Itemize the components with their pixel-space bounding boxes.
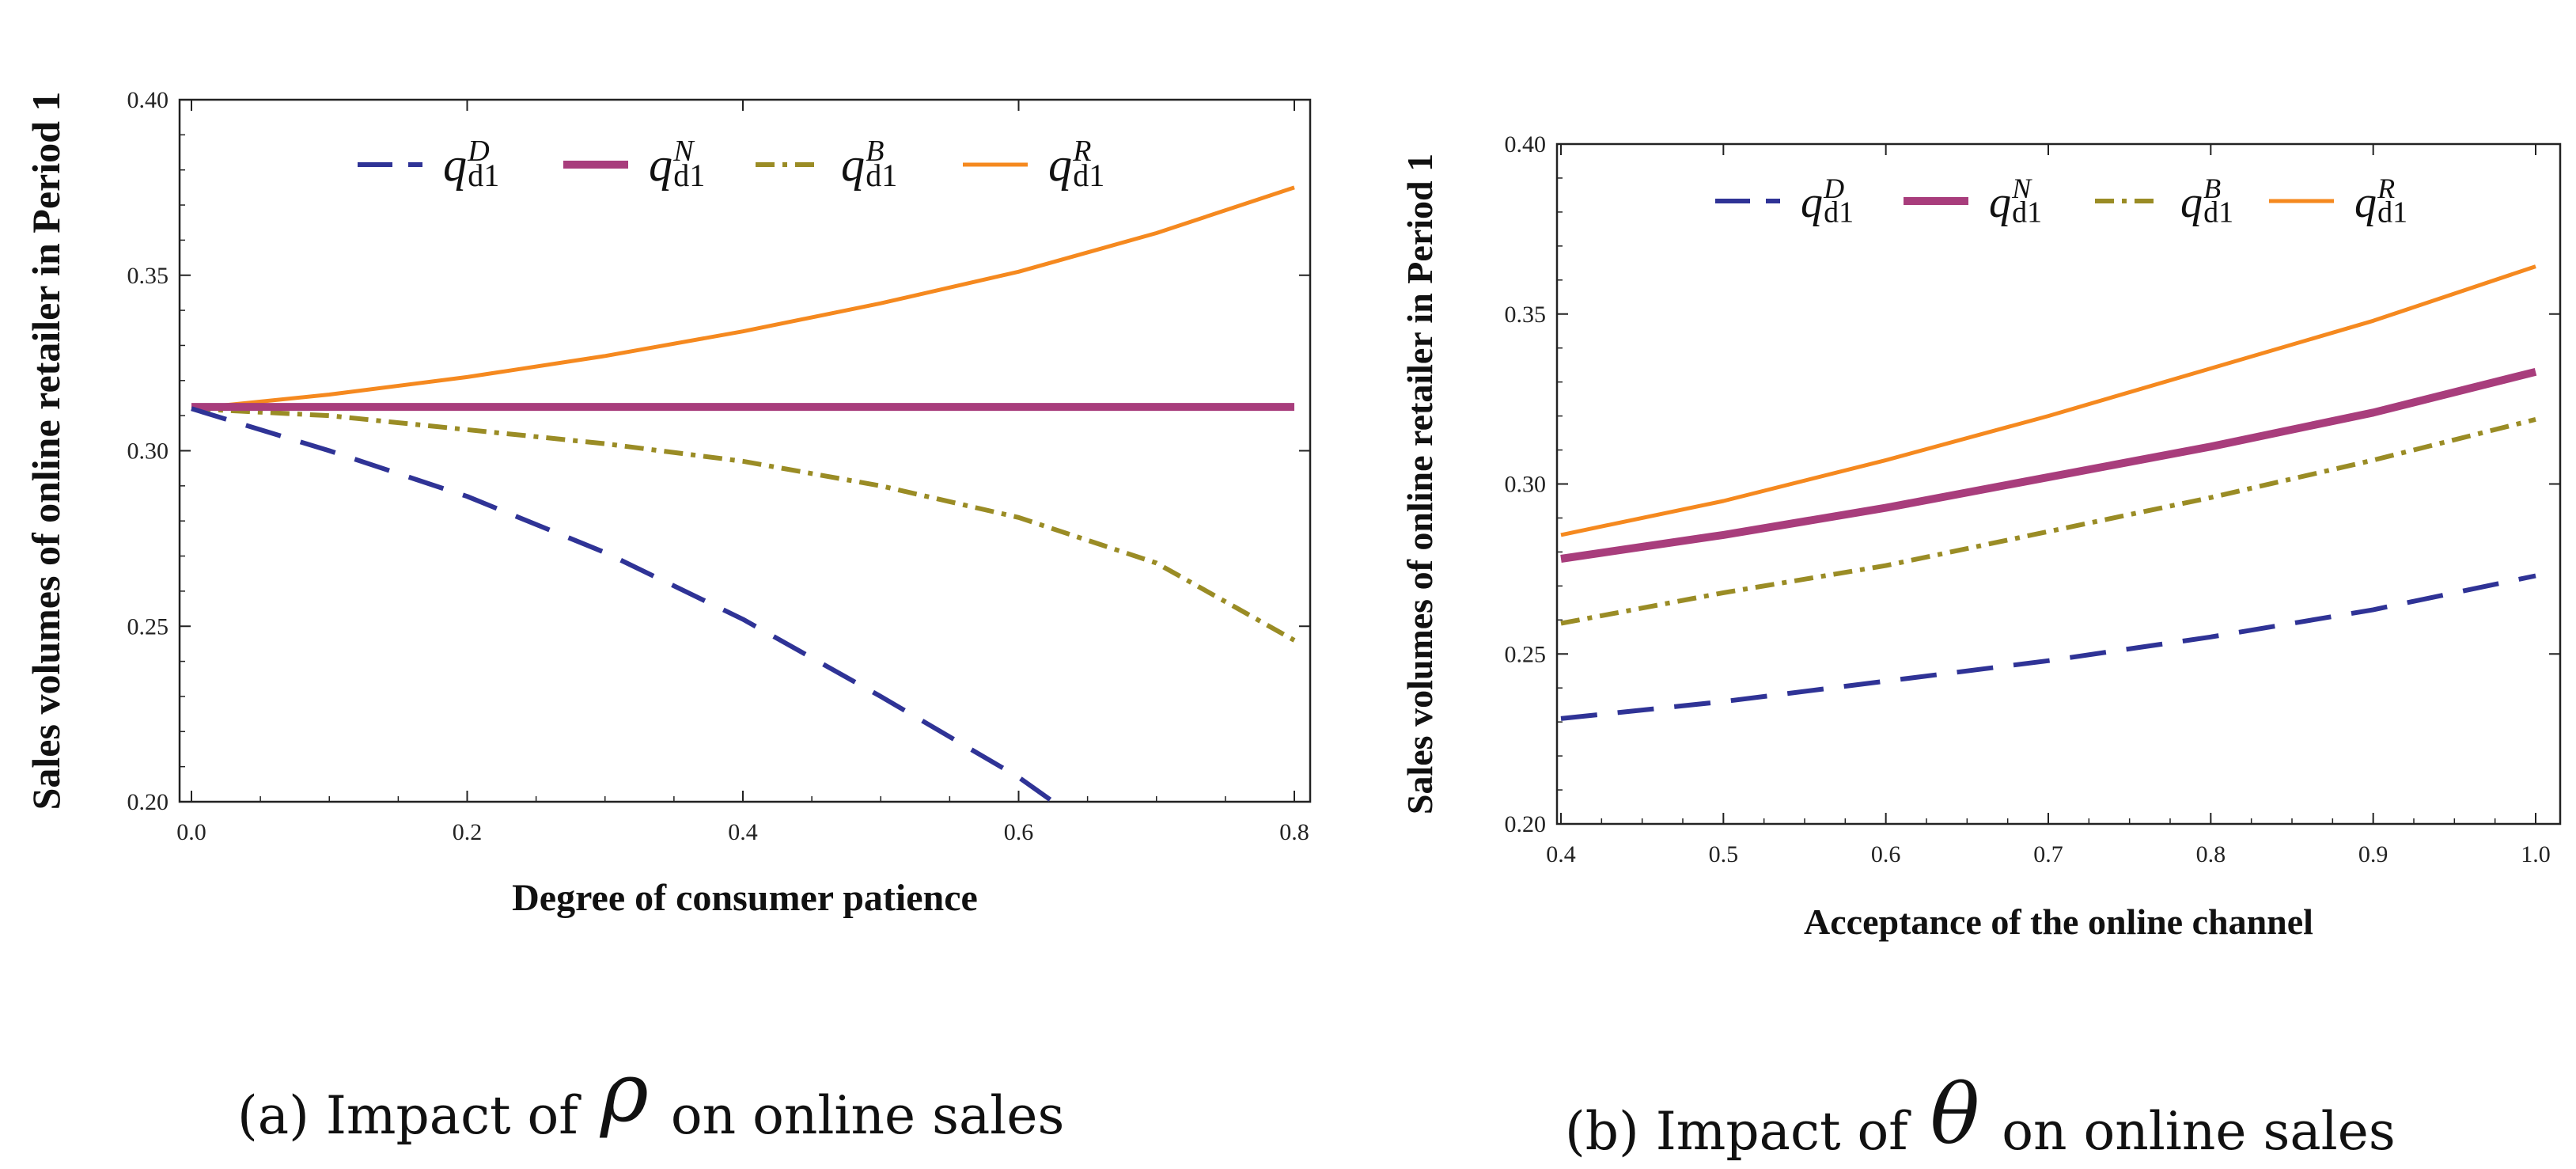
legend-sub-D: d1 [1824,195,1854,229]
series-line-R [191,185,1295,411]
legend-sub-B: d1 [866,158,897,193]
y-tick-label: 0.30 [127,438,169,465]
y-tick-label: 0.40 [127,87,169,113]
caption-a-suffix: on online sales [670,1085,1065,1146]
x-tick-label: 0.6 [1871,841,1901,867]
legend-sup-D: D [467,135,489,168]
caption-panel-a: (a) Impact of ρ on online sales [237,1044,1065,1153]
caption-b-prefix: (b) Impact of [1565,1101,1908,1162]
x-tick-label: 0.8 [1279,819,1309,845]
legend-sub-D: d1 [468,158,499,193]
legend-label-D: q [443,139,467,191]
series-line-R [1560,264,2536,537]
y-tick-label: 0.35 [1505,302,1547,328]
y-tick-label: 0.20 [127,789,169,815]
legend-sup-D: D [1823,173,1844,204]
x-tick-label: 0.4 [1546,841,1576,867]
series-line-B [1560,416,2536,626]
y-tick-label: 0.40 [1505,131,1547,158]
legend-sup-B: B [2203,173,2221,204]
series-line-N [1560,367,2537,563]
legend-label-R: q [2354,178,2377,227]
y-tick-label: 0.30 [1505,472,1547,498]
y-axis-title: Sales volumes of online retailer in Peri… [24,92,68,810]
theta-symbol: θ [1930,1066,1980,1163]
legend-sub-N: d1 [2012,195,2042,229]
x-tick-label: 0.0 [176,819,206,845]
caption-a-prefix: (a) Impact of [237,1085,578,1146]
x-tick-label: 0.9 [2358,841,2388,867]
legend-sup-R: R [1072,135,1091,168]
y-axis-title: Sales volumes of online retailer in Peri… [1400,154,1440,814]
x-tick-label: 0.5 [1709,841,1739,867]
legend-sub-R: d1 [2377,195,2407,229]
y-tick-label: 0.25 [127,613,169,640]
legend-label-B: q [2180,178,2203,227]
y-tick-label: 0.25 [1505,641,1547,667]
plot-frame [1555,142,2562,826]
rho-symbol: ρ [600,1044,649,1141]
y-tick-label: 0.20 [1505,811,1547,837]
legend-label-N: q [1989,178,2011,227]
legend-sup-N: N [672,135,695,168]
x-axis-title: Acceptance of the online channel [1804,901,2313,942]
y-tick-label: 0.35 [127,263,169,289]
legend-label-B: q [841,139,865,191]
series-line-D [1560,573,2536,721]
x-axis-title: Degree of consumer patience [512,877,978,919]
legend-sub-R: d1 [1073,158,1104,193]
x-tick-label: 0.6 [1004,819,1034,845]
series-line-D [191,406,1055,802]
legend-sub-N: d1 [673,158,705,193]
x-tick-label: 0.2 [453,819,483,845]
legend-sup-R: R [2377,173,2395,204]
legend-sup-N: N [2011,173,2032,204]
x-tick-label: 0.4 [728,819,758,845]
legend-label-R: q [1048,139,1072,191]
chart-panel-a: 0.20 0.25 0.30 0.35 0.40 0.0 0.2 0.4 0.6 0.8 Degre… [24,87,1312,919]
legend-sup-B: B [866,135,884,168]
series-line-B [191,406,1296,643]
x-tick-label: 1.0 [2521,841,2551,867]
legend-sub-B: d1 [2203,195,2233,229]
plot-frame [178,98,1312,803]
legend-label-D: q [1801,178,1823,227]
x-tick-label: 0.7 [2033,841,2063,867]
legend-label-N: q [649,139,672,191]
x-tick-label: 0.8 [2196,841,2226,867]
caption-panel-b: (b) Impact of θ on online sales [1565,1066,2396,1169]
caption-b-suffix: on online sales [2002,1101,2396,1162]
chart-panel-b: 0.20 0.25 0.30 0.35 0.40 0.4 0.5 0.6 0.7 0.8 0.9 1.… [1400,131,2562,942]
